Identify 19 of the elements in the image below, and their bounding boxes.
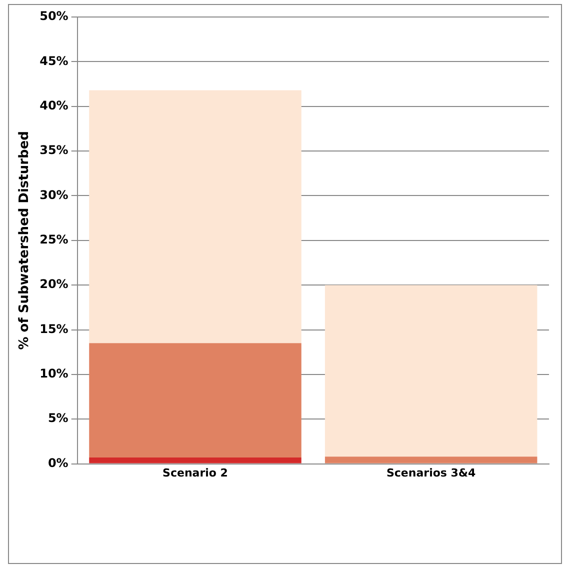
x-tick-label: Scenario 2 — [162, 466, 228, 480]
y-tick-label: 20% — [40, 277, 68, 292]
y-tick-label: 5% — [48, 411, 68, 426]
x-tick-label: Scenarios 3&4 — [386, 466, 476, 480]
bar — [89, 458, 302, 464]
y-tick-label: 40% — [40, 98, 68, 112]
y-tick-label: 35% — [40, 143, 68, 158]
y-tick-label: 25% — [40, 232, 68, 247]
y-tick-label: 45% — [40, 54, 68, 68]
y-axis-title: % of Subwatershed Disturbed — [17, 131, 32, 350]
bar — [324, 456, 538, 464]
y-tick-label: 15% — [40, 322, 68, 336]
bar — [89, 90, 302, 344]
y-tick-label: 0% — [48, 456, 68, 470]
bar — [89, 343, 302, 458]
y-tick-label: 30% — [40, 188, 68, 202]
bar — [324, 285, 538, 457]
y-tick-label: 50% — [40, 9, 68, 24]
y-tick-label: 10% — [40, 366, 68, 381]
